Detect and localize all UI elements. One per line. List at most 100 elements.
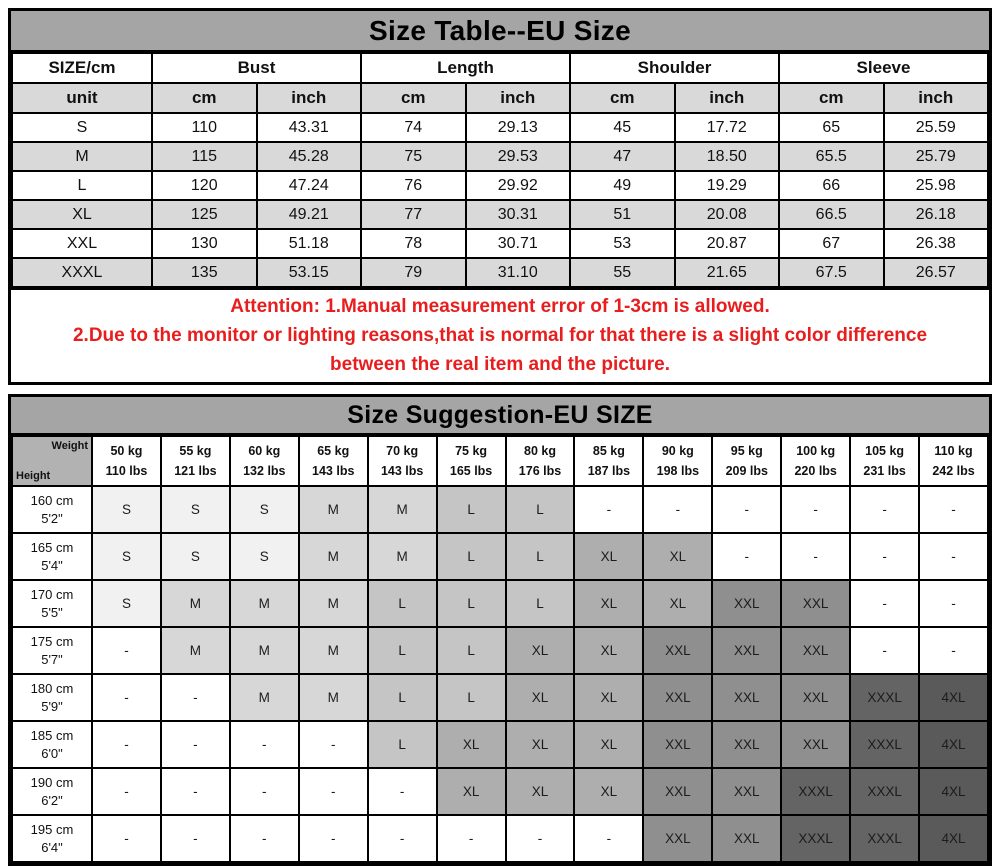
weight-lbs-label: 121 lbs (174, 464, 217, 478)
size-suggestion-cell: S (228, 485, 300, 534)
size-suggestion-cell: XXL (780, 579, 852, 628)
size-suggestion-cell: M (366, 532, 438, 581)
attention-note: Attention: 1.Manual measurement error of… (11, 288, 989, 382)
height-ft-label: 6'2" (41, 792, 63, 808)
size-table-panel: Size Table--EU Size SIZE/cm Bust Length Sho… (8, 8, 992, 385)
measurement-value: 67.5 (778, 257, 885, 288)
measurement-value: 125 (151, 199, 258, 230)
weight-lbs-label: 187 lbs (587, 464, 631, 478)
size-suggestion-cell: - (228, 814, 300, 863)
measure-group-header: Sleeve (778, 52, 989, 84)
measurement-value: 47 (569, 141, 676, 172)
size-suggestion-cell: L (435, 579, 507, 628)
height-header-cell: 195 cm 6'4" (11, 814, 93, 863)
size-suggestion-cell: - (711, 485, 783, 534)
size-row: XXXL 135 53.15 79 31.10 55 21.65 67.5 26.57 (11, 257, 989, 288)
corner-height-label: Height (16, 470, 51, 482)
weight-lbs-label: 209 lbs (725, 464, 768, 478)
height-ft-label: 6'4" (41, 839, 63, 855)
size-table-body: S 110 43.31 74 29.13 45 17.72 65 25.59 M 115 45.28 7… (11, 112, 989, 288)
weight-lbs-label: 165 lbs (449, 464, 493, 478)
size-suggestion-cell: M (297, 579, 369, 628)
size-row: M 115 45.28 75 29.53 47 18.50 65.5 25.79 (11, 141, 989, 172)
size-suggestion-cell: XXXL (849, 814, 921, 863)
measurement-value: 45.28 (255, 141, 362, 172)
height-row: 195 cm 6'4" - - - - - - - - XXL XXL XXXL XXXL 4XL (11, 814, 989, 863)
size-suggestion-cell: XXL (642, 673, 714, 722)
size-suggestion-cell: - (573, 814, 645, 863)
size-suggestion-cell: - (780, 485, 852, 534)
size-row: L 120 47.24 76 29.92 49 19.29 66 25.98 (11, 170, 989, 201)
height-ft-label: 5'4" (41, 557, 63, 573)
measurement-value: 18.50 (673, 141, 780, 172)
unit-label: unit (11, 82, 153, 114)
measurement-value: 130 (151, 228, 258, 259)
measurement-value: 26.38 (882, 228, 989, 259)
size-suggestion-cell: - (918, 579, 989, 628)
unit-header-row: unit cm inch cm inch cm inch cm inch (11, 82, 989, 114)
size-suggestion-cell: XL (573, 720, 645, 769)
height-row: 170 cm 5'5" S M M M L L L XL XL XXL XXL - - (11, 579, 989, 628)
measurement-value: 66 (778, 170, 885, 201)
measurement-value: 53 (569, 228, 676, 259)
weight-col-header: 70 kg 143 lbs (366, 435, 438, 487)
height-cm-label: 160 cm (30, 492, 74, 508)
size-suggestion-cell: M (297, 532, 369, 581)
weight-kg-label: 55 kg (179, 444, 212, 458)
size-suggestion-cell: M (228, 673, 300, 722)
measurement-value: 78 (360, 228, 467, 259)
size-suggestion-cell: 4XL (918, 814, 989, 863)
height-cm-label: 170 cm (30, 586, 74, 602)
size-suggestion-cell: - (711, 532, 783, 581)
size-suggestion-cell: L (366, 720, 438, 769)
measurement-value: 19.29 (673, 170, 780, 201)
height-header-cell: 180 cm 5'9" (11, 673, 93, 722)
weight-col-header: 110 kg 242 lbs (918, 435, 989, 487)
unit-col-header: inch (464, 82, 571, 114)
size-suggestion-cell: - (159, 814, 231, 863)
size-table: SIZE/cm Bust Length Shoulder Sleeve unit cm inc… (11, 52, 989, 288)
size-suggestion-cell: - (573, 485, 645, 534)
size-suggestion-cell: XXL (642, 767, 714, 816)
size-suggestion-cell: S (159, 485, 231, 534)
size-suggestion-cell: - (849, 485, 921, 534)
weight-kg-label: 50 kg (110, 444, 143, 458)
measurement-value: 20.87 (673, 228, 780, 259)
attention-line-2: 2.Due to the monitor or lighting reasons… (72, 325, 928, 346)
size-label: S (11, 112, 153, 143)
measurement-value: 20.08 (673, 199, 780, 230)
weight-lbs-label: 143 lbs (312, 464, 355, 478)
size-suggestion-cell: XXL (711, 767, 783, 816)
size-suggestion-cell: L (366, 579, 438, 628)
size-label: XL (11, 199, 153, 230)
height-cm-label: 180 cm (30, 680, 74, 696)
measurement-value: 53.15 (255, 257, 362, 288)
measurement-value: 65.5 (778, 141, 885, 172)
size-suggestion-cell: L (504, 579, 576, 628)
height-cm-label: 190 cm (30, 774, 74, 790)
size-suggestion-cell: - (91, 814, 162, 863)
weight-kg-label: 65 kg (317, 444, 350, 458)
height-header-cell: 175 cm 5'7" (11, 626, 93, 675)
size-table-title: Size Table--EU Size (11, 11, 989, 52)
size-suggestion-cell: XXXL (849, 767, 921, 816)
size-suggestion-panel: Size Suggestion-EU SIZE Weight Height 50… (8, 394, 992, 866)
size-suggestion-cell: - (642, 485, 714, 534)
size-suggestion-cell: L (435, 532, 507, 581)
measurement-value: 31.10 (464, 257, 571, 288)
weight-height-corner-cell: Weight Height (11, 435, 93, 487)
size-suggestion-cell: L (504, 532, 576, 581)
measurement-value: 43.31 (255, 112, 362, 143)
size-suggestion-cell: M (159, 579, 231, 628)
measurement-value: 29.92 (464, 170, 571, 201)
size-suggestion-cell: XL (573, 532, 645, 581)
size-suggestion-cell: XXL (780, 673, 852, 722)
measurement-value: 79 (360, 257, 467, 288)
measure-group-header: Shoulder (569, 52, 780, 84)
measurement-value: 51 (569, 199, 676, 230)
weight-col-header: 85 kg 187 lbs (573, 435, 645, 487)
size-suggestion-cell: - (849, 626, 921, 675)
size-suggestion-cell: S (91, 532, 162, 581)
size-suggestion-cell: XL (573, 767, 645, 816)
measurement-value: 25.98 (882, 170, 989, 201)
